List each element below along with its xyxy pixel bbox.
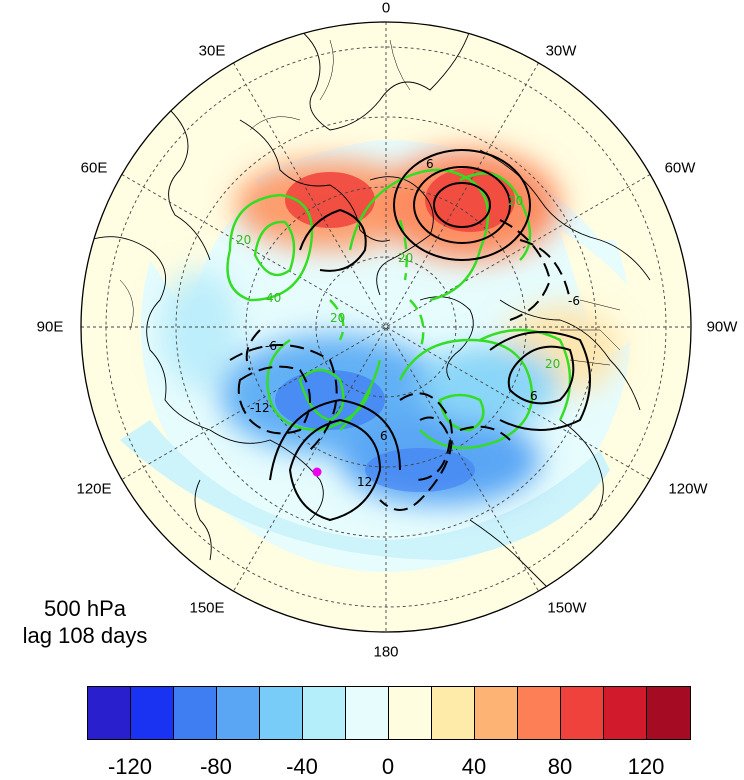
- black-contour-label: 6: [426, 157, 434, 171]
- colorbar-tick-label: 0: [381, 754, 395, 779]
- coastlines: [89, 29, 651, 601]
- green-contour-label: 20: [398, 251, 413, 265]
- lon-label-30e: 30E: [198, 42, 226, 60]
- colorbar-box: [303, 687, 346, 739]
- lon-label-0: 0: [381, 0, 391, 17]
- contour-labels: 40 20 20 20 20 20 6 -6 6 -6 12 -12 6: [236, 157, 580, 489]
- green-contour-label: 20: [508, 194, 523, 208]
- lon-label-30w: 30W: [545, 42, 577, 60]
- black-contour-label: -6: [265, 339, 277, 353]
- colorbar-box: [88, 687, 131, 739]
- colorbar-box: [174, 687, 217, 739]
- green-contour-label: 20: [330, 311, 345, 325]
- lon-label-150w: 150W: [547, 599, 587, 617]
- lon-label-90e: 90E: [36, 318, 64, 336]
- green-contour-label: 40: [266, 291, 281, 305]
- lon-label-60w: 60W: [664, 159, 696, 177]
- colorbar-box: [217, 687, 260, 739]
- colorbar-box: [131, 687, 174, 739]
- colorbar-tick-label: 40: [461, 754, 487, 779]
- green-contour-label: 20: [236, 233, 251, 247]
- lon-label-120e: 120E: [76, 480, 112, 498]
- black-contour-label: -12: [250, 401, 270, 415]
- shaded-anomaly-field: 40 20 20 20 20 20 6 -6 6 -6 12 -12 6: [81, 22, 691, 632]
- colorbar-box: [346, 687, 389, 739]
- map-boundary: [80, 21, 692, 633]
- pressure-level-label: 500 hPa: [44, 596, 126, 621]
- black-contour-label: 6: [380, 429, 388, 443]
- colorbar-box: [475, 687, 518, 739]
- colorbar-tick-label: -80: [200, 754, 232, 779]
- black-contour-label: -6: [568, 294, 580, 308]
- green-contours: [226, 168, 572, 450]
- lon-label-90w: 90W: [706, 318, 738, 336]
- black-contour-label: 12: [357, 475, 372, 489]
- location-marker: [312, 467, 322, 477]
- black-contours: [229, 149, 591, 522]
- polar-stereographic-map: 40 20 20 20 20 20 6 -6 6 -6 12 -12 6: [80, 21, 692, 633]
- colorbar: [87, 686, 691, 740]
- colorbar-box: [260, 687, 303, 739]
- lon-label-180: 180: [373, 643, 399, 661]
- colorbar-box: [561, 687, 604, 739]
- colorbar-box: [518, 687, 561, 739]
- colorbar-tick-label: -120: [107, 754, 153, 779]
- colorbar-tick-label: 120: [627, 754, 665, 779]
- colorbar-box: [389, 687, 432, 739]
- colorbar-box: [604, 687, 647, 739]
- colorbar-box: [647, 687, 690, 739]
- black-contour-label: 6: [530, 389, 538, 403]
- green-contour-label: 20: [545, 357, 560, 371]
- country-borders: [119, 39, 621, 366]
- lon-label-150e: 150E: [189, 599, 225, 617]
- colorbar-box: [432, 687, 475, 739]
- lon-label-120w: 120W: [668, 480, 708, 498]
- colorbar-tick-label: -40: [286, 754, 318, 779]
- colorbar-tick-label: 80: [547, 754, 573, 779]
- lag-label: lag 108 days: [22, 623, 148, 648]
- lon-label-60e: 60E: [80, 159, 108, 177]
- graticule: [81, 22, 691, 632]
